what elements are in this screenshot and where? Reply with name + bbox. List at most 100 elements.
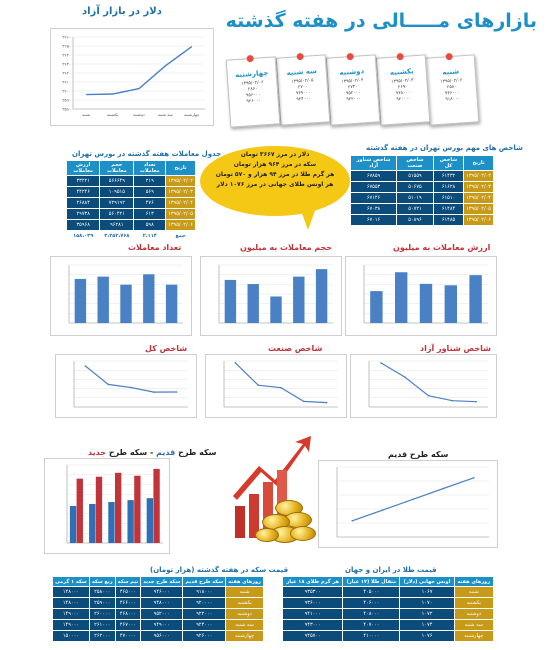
column-header: تاریخ	[165, 160, 196, 176]
table-cell: ۱۳۹۵/۰۲/۰۵	[165, 208, 196, 220]
table-cell: دوشنبه	[453, 608, 495, 620]
bubble-line: سکه در مرز ۹۶۴ هزار تومان	[233, 161, 317, 168]
table-row: شنبه ۱۰۶۷ ۴۰۵۰۰۰ ۹۳۵۳۰۰	[281, 586, 495, 598]
table-cell: ۱۰۷۰	[399, 597, 455, 609]
table-cell: ۶۷۸۵۹	[349, 170, 398, 182]
column-header: سکه ۱ گرمی	[52, 576, 90, 587]
column-header: سکه طرح جدید	[140, 576, 184, 587]
coin-chart-title-new: جدید	[88, 448, 107, 457]
data-point	[325, 401, 328, 404]
table-cell: ۶۷۰۱۶	[349, 214, 398, 226]
line-chart-svg	[73, 360, 188, 408]
pin-icon	[246, 54, 254, 63]
x-tick-label: یکشنبه	[107, 112, 118, 117]
table-cell: یکشنبه	[453, 597, 495, 609]
bar	[95, 476, 103, 543]
day-card-title: شنبه	[442, 67, 460, 77]
table-cell: ۵۰۶۷۵	[396, 181, 434, 193]
bar	[115, 472, 122, 543]
table-cell: ۴۰۶۰۰۰	[342, 597, 401, 609]
bar	[74, 278, 87, 323]
column-header: مثقال طلا (۱۷ عیار)	[342, 576, 401, 587]
day-card: سه شنبه ۱۳۹۵/۰۲/۰۵ ۲۷۰۰ ۹۴۹۰۰۰ ۹۲۴۰۰۰	[275, 52, 331, 126]
bar-chart-title: حجم معاملات به میلیون	[240, 243, 333, 252]
table-row: ۱۳۹۵/۰۲/۰۵ ۶۱۳ ۵۶۰۴۲۱ ۲۹۷۳۸	[65, 208, 196, 220]
day-card: یکشنبه ۱۳۹۵/۰۲/۰۳ ۲۶۹۰ ۹۴۸۰۰۰ ۹۲۰۰۰۰	[375, 52, 431, 126]
table-cell: ۹۴۶۰۰۰	[140, 586, 184, 598]
data-point	[257, 384, 259, 386]
data-point	[130, 386, 132, 389]
coin-chart-title-prefix: سکه طرح	[178, 448, 217, 457]
table-cell: ۱۳۹۵/۰۲/۰۲	[165, 175, 196, 187]
data-point	[442, 487, 445, 490]
day-card: شنبه ۱۳۹۵/۰۲/۰۲ ۲۵۸۰ ۹۴۶۰۰۰ ۹۱۸۰۰۰	[424, 52, 480, 126]
column-header: روزهای هفته	[225, 576, 264, 587]
bar	[293, 276, 305, 323]
table-cell: ۴۶۵۰۰۰	[114, 586, 142, 598]
column-header: ارزش معاملات	[65, 160, 101, 176]
bar-chart	[345, 256, 497, 336]
table-cell: ۲،۱۱۴	[133, 230, 167, 242]
bar	[469, 275, 482, 323]
y-tick-label: ۳۶۱۰	[62, 80, 71, 85]
series-line	[234, 362, 327, 404]
column-header: تعداد معاملات	[133, 160, 167, 176]
y-tick-label: ۳۶۳۰	[62, 62, 71, 67]
old-coin-chart	[318, 460, 498, 548]
table-row: یکشنبه ۱۰۷۰ ۴۰۶۰۰۰ ۹۳۶۰۰۰	[281, 597, 495, 609]
data-point	[473, 477, 475, 479]
table-cell: ۱۰۷۲	[399, 608, 455, 620]
bubble: دلار در مرز ۳۶۶۷ تومان سکه در مرز ۹۶۴ هز…	[200, 146, 350, 216]
line-chart	[55, 354, 197, 418]
table-cell: شنبه	[453, 586, 495, 598]
bar	[127, 500, 134, 543]
y-tick-label: ۳۵۸۰	[62, 107, 71, 112]
coin-chart-title-sep: - سکه طرح	[108, 448, 154, 457]
day-card: دوشنبه ۱۳۹۵/۰۲/۰۴ ۲۷۴۰ ۹۵۲۰۰۰ ۹۲۲۰۰۰	[325, 52, 381, 126]
bubble-line: دلار در مرز ۳۶۶۷ تومان	[240, 151, 310, 158]
y-tick-label: ۳۶۴۰	[62, 53, 71, 58]
table-cell: ۱۰۷۴	[399, 619, 455, 631]
bar-chart-title: تعداد معاملات	[128, 243, 182, 252]
table-cell: ۶۷۵۵۳	[349, 181, 398, 193]
table-cell: ۱۳۹۵/۰۲/۰۶	[165, 219, 196, 231]
table-cell: چهارشنبه	[453, 630, 495, 642]
table-cell: ۲۵۸۰۰۰	[88, 586, 116, 598]
table-cell: ۹۶۲۸۱	[99, 219, 135, 231]
bar	[143, 274, 155, 323]
table-cell: ۵۱۰۱۹	[396, 192, 434, 204]
bar	[247, 284, 259, 323]
table-cell: ۱۳۹۵/۰۲/۰۶	[463, 214, 494, 226]
bar	[165, 284, 178, 323]
pin-icon	[396, 52, 404, 61]
y-tick-label: ۳۶۶۰	[62, 35, 71, 40]
table-cell: ۶۱۶۲۸	[432, 181, 465, 193]
table-row: ۱۳۹۵/۰۲/۰۲ ۶۱۴۳۲ ۵۱۵۵۹ ۶۷۸۵۹	[349, 170, 494, 182]
table-cell: ۵۹۸	[133, 219, 167, 231]
table-cell: ۵۱۵۵۹	[396, 170, 434, 182]
table-cell: سه شنبه	[225, 619, 264, 631]
table-cell: ۱۴۹۰۰۰	[52, 608, 90, 620]
table-cell: ۴۷۶	[133, 197, 167, 209]
bar-chart-svg	[68, 264, 183, 324]
table-cell: ۴۶۷۰۰۰	[114, 619, 142, 631]
table-cell: ۲۶۸۸۴	[65, 197, 101, 209]
table-cell: ۱۳۹۵/۰۲/۰۳	[463, 181, 494, 193]
table-cell: ۹۴۹۰۰۰	[140, 619, 184, 631]
bar	[97, 276, 109, 323]
data-point	[475, 400, 477, 403]
table-cell: ۱۳۹۵/۰۲/۰۴	[165, 197, 196, 209]
bottom-right-table-title: قیمت طلا در ایران و جهان	[345, 566, 437, 574]
pin-icon	[296, 52, 304, 61]
data-point	[451, 399, 454, 402]
table-cell: ۱۴۸۰۰۰	[52, 597, 90, 609]
table-cell: ۲۹۷۳۸	[65, 208, 101, 220]
bar-chart	[50, 256, 192, 336]
table-cell: ۴۰۷۰۰۰	[342, 619, 401, 631]
data-point	[84, 365, 87, 367]
table-cell: شنبه	[225, 586, 264, 598]
table-cell: ۶۱۵۱۰	[432, 192, 465, 204]
table-cell: ۴۰۵۰۰۰	[342, 586, 401, 598]
dollar-chart-title: دلار در بازار آزاد	[82, 6, 162, 17]
table-row: ۱۳۹۵/۰۲/۰۴ ۶۱۵۱۰ ۵۱۰۱۹ ۶۷۱۴۶	[349, 192, 494, 204]
